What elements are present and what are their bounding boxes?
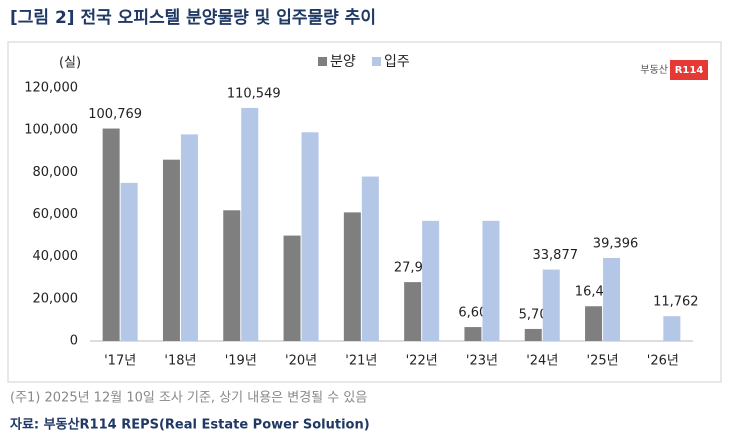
y-tick-label: 80,000	[33, 165, 79, 180]
y-tick-label: 20,000	[33, 291, 79, 306]
bar	[663, 316, 681, 341]
y-tick-label: 100,000	[24, 123, 78, 138]
bar	[585, 306, 603, 341]
bar	[361, 176, 379, 341]
panel	[7, 41, 722, 383]
y-unit: (실)	[59, 56, 81, 71]
bar	[422, 220, 440, 341]
x-tick-label: '18년	[164, 354, 196, 369]
y-tick-label: 120,000	[24, 81, 78, 96]
chart-title: [그림 2] 전국 오피스텔 분양물량 및 입주물량 추이	[10, 8, 376, 28]
bar	[180, 134, 198, 341]
x-tick-label: '20년	[285, 354, 317, 369]
y-tick-label: 60,000	[33, 207, 79, 222]
x-tick-label: '22년	[406, 354, 438, 369]
legend-label: 입주	[384, 54, 410, 70]
bar	[120, 182, 138, 341]
logo-text: 부동산	[640, 64, 668, 76]
x-tick-label: '25년	[587, 354, 619, 369]
bar	[241, 107, 259, 341]
source: 자료: 부동산R114 REPS(Real Estate Power Solut…	[10, 417, 370, 433]
legend-label: 분양	[330, 54, 356, 70]
logo-badge-box	[670, 60, 708, 80]
bar	[482, 220, 500, 341]
value-label: 100,769	[88, 107, 142, 122]
x-tick-label: '21년	[345, 354, 377, 369]
y-tick-label: 0	[70, 334, 78, 349]
bar	[524, 328, 542, 341]
x-tick-label: '17년	[104, 354, 136, 369]
legend-swatch	[372, 57, 381, 66]
x-tick-label: '19년	[225, 354, 257, 369]
legend-swatch	[318, 57, 327, 66]
bar	[464, 327, 482, 341]
footnote: (주1) 2025년 12월 10일 조사 기준, 상기 내용은 변경될 수 있…	[10, 391, 367, 406]
bar	[223, 210, 241, 341]
bar	[603, 257, 621, 341]
bar	[301, 132, 319, 341]
bar	[404, 282, 422, 341]
value-label: 39,396	[593, 236, 639, 251]
x-tick-label: '24년	[526, 354, 558, 369]
bar	[343, 212, 361, 341]
y-tick-label: 40,000	[33, 249, 79, 264]
bar	[102, 128, 120, 341]
value-label: 11,762	[653, 295, 699, 310]
logo-badge: R114	[675, 65, 704, 76]
x-tick-label: '26년	[647, 354, 679, 369]
value-label: 110,549	[227, 86, 281, 101]
bar	[162, 159, 180, 341]
bar	[283, 235, 301, 341]
bar	[542, 269, 560, 341]
value-label: 33,877	[533, 248, 579, 263]
x-tick-label: '23년	[466, 354, 498, 369]
